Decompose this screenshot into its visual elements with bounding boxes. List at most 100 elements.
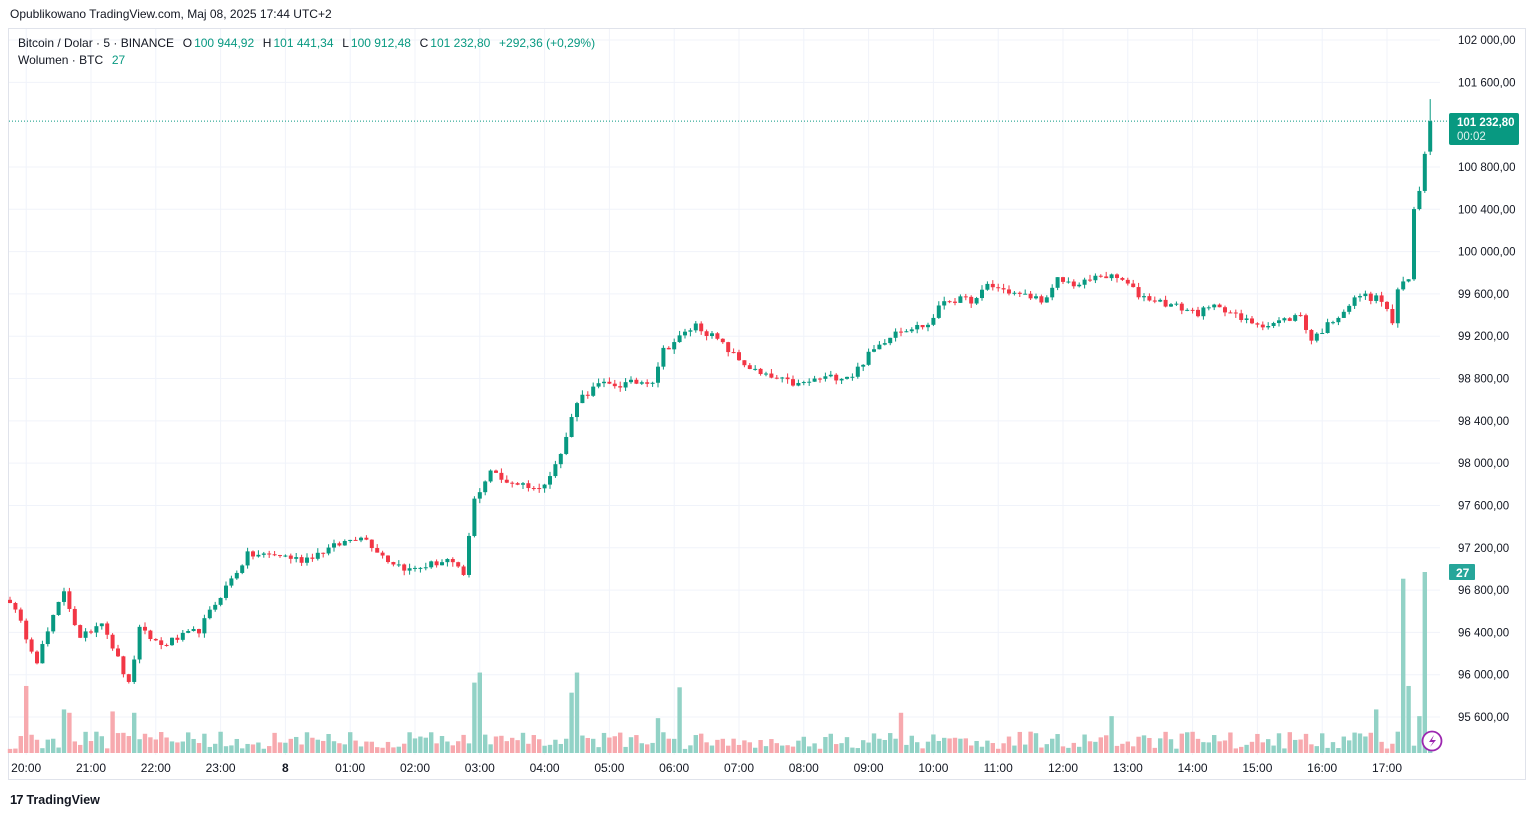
candle-body: [348, 539, 353, 542]
volume-bar: [488, 744, 493, 753]
candle-body: [1341, 311, 1346, 318]
open-value: 100 944,92: [194, 36, 255, 50]
candle-body: [234, 572, 239, 579]
candle: [942, 296, 947, 310]
candle-body: [521, 483, 525, 485]
volume-bar: [893, 738, 898, 753]
alert-lightning-icon[interactable]: [1421, 730, 1443, 752]
volume-bar: [1158, 738, 1163, 753]
candle: [812, 375, 817, 382]
volume-bar: [1368, 732, 1373, 753]
candle: [353, 536, 358, 541]
candle: [1412, 206, 1416, 281]
candle: [1142, 293, 1146, 302]
candle-body: [1131, 283, 1136, 288]
candle: [699, 321, 704, 335]
candle: [953, 297, 957, 306]
candle-body: [1098, 275, 1103, 277]
candle: [796, 379, 801, 387]
volume-bar: [1347, 740, 1352, 753]
candle-body: [1287, 318, 1292, 321]
candle: [413, 565, 417, 572]
candle: [1363, 290, 1368, 300]
candle-body: [710, 333, 714, 336]
candle: [1098, 274, 1103, 278]
volume-bar: [99, 736, 104, 753]
volume-bar: [1217, 741, 1222, 753]
candle: [1050, 284, 1055, 301]
candle-body: [1109, 274, 1114, 279]
volume-bar: [850, 747, 855, 753]
volume-bar: [1077, 746, 1082, 753]
candle-body: [494, 470, 498, 473]
volume-bar: [537, 739, 542, 753]
candle: [342, 539, 347, 546]
candle: [229, 575, 234, 588]
candle: [116, 644, 120, 657]
candle: [1379, 291, 1384, 307]
volume-bar: [618, 732, 623, 753]
volume-bar: [1060, 746, 1066, 753]
candle-body: [785, 377, 790, 380]
volume-title[interactable]: Wolumen · BTC: [18, 53, 104, 67]
candle-body: [315, 552, 320, 559]
candle-body: [472, 498, 477, 536]
candle-body: [1314, 333, 1319, 341]
volume-bar: [1352, 732, 1357, 753]
candle-body: [386, 555, 390, 563]
volume-bar: [963, 738, 968, 753]
volume-bar: [742, 740, 747, 753]
candle: [1390, 304, 1395, 326]
candle: [143, 622, 147, 635]
candle-body: [909, 329, 914, 332]
volume-bar: [267, 746, 272, 753]
candle: [1120, 276, 1125, 281]
volume-bar: [931, 734, 936, 753]
tradingview-brand[interactable]: 17 TradingView: [10, 792, 100, 807]
volume-bar: [7, 748, 13, 753]
candle-body: [1174, 303, 1179, 305]
candle: [650, 381, 655, 387]
candle: [407, 563, 412, 575]
time-tick-label: 07:00: [724, 761, 754, 775]
candle: [1088, 274, 1092, 282]
candle-body: [1271, 323, 1276, 326]
candle-body: [1142, 296, 1146, 298]
candle: [1115, 273, 1119, 283]
candle-body: [137, 626, 142, 660]
price-tick-label: 95 600,00: [1458, 712, 1509, 724]
symbol-title[interactable]: Bitcoin / Dolar · 5 · BINANCE: [18, 36, 175, 50]
candle: [218, 597, 223, 607]
candle: [213, 601, 218, 612]
volume-bar: [807, 746, 812, 753]
price-tick-label: 97 200,00: [1458, 543, 1509, 555]
candle-body: [499, 472, 504, 480]
candle: [321, 552, 326, 558]
volume-bar: [1411, 745, 1417, 753]
candle-body: [737, 352, 741, 361]
candle-body: [1255, 323, 1260, 325]
volume-bar: [1320, 733, 1325, 753]
candle-body: [18, 609, 23, 621]
volume-bar: [1190, 731, 1195, 753]
volume-bar: [1379, 741, 1384, 753]
volume-bar: [947, 738, 952, 753]
candle-body: [899, 331, 903, 333]
candle-body: [407, 568, 412, 571]
candle: [661, 345, 666, 370]
candle-body: [580, 394, 585, 404]
candle: [272, 551, 277, 557]
candle-body: [764, 373, 768, 375]
volume-bar: [1012, 745, 1017, 753]
candle: [299, 554, 304, 566]
candle: [521, 482, 525, 490]
volume-bar: [1325, 747, 1330, 753]
volume-bar: [196, 743, 202, 753]
time-tick-label: 11:00: [984, 761, 1013, 775]
volume-bar: [1082, 734, 1087, 753]
candle: [710, 330, 714, 339]
candle: [1163, 295, 1168, 308]
volume-bar: [423, 737, 428, 753]
volume-bar: [1136, 736, 1141, 753]
